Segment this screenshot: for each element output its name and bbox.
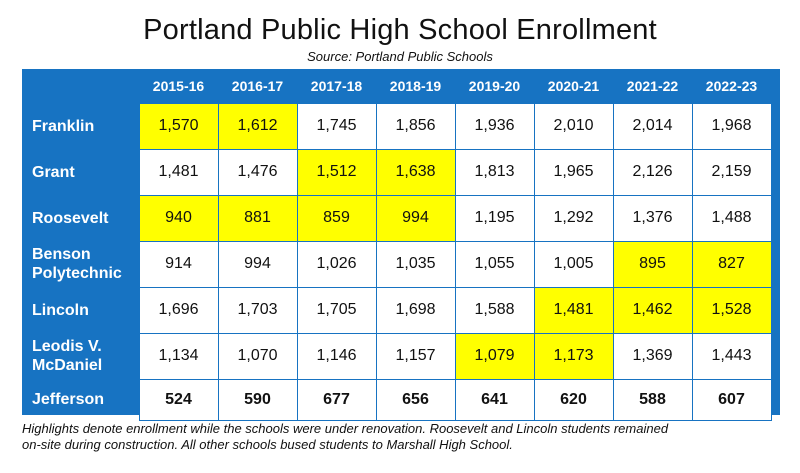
school-name: Benson Polytechnic [22, 241, 139, 287]
school-name: Grant [22, 149, 139, 195]
enrollment-cell: 1,705 [296, 286, 377, 334]
year-header: 2017-18 [310, 77, 363, 94]
year-header: 2019-20 [468, 77, 521, 94]
enrollment-cell: 524 [138, 378, 219, 421]
enrollment-cell-highlighted: 1,173 [533, 332, 614, 380]
enrollment-cell: 1,856 [375, 102, 456, 150]
enrollment-cell: 1,005 [533, 240, 614, 288]
year-header: 2015-16 [152, 77, 205, 94]
school-name: Franklin [22, 103, 139, 149]
enrollment-cell: 994 [217, 240, 298, 288]
chart-title: Portland Public High School Enrollment [143, 14, 657, 46]
enrollment-cell: 1,070 [217, 332, 298, 380]
enrollment-cell: 607 [691, 378, 772, 421]
enrollment-cell: 1,376 [612, 194, 693, 242]
enrollment-cell-highlighted: 940 [138, 194, 219, 242]
table-row: Leodis V. McDaniel 1,134 1,070 1,146 1,157 1,0… [22, 332, 772, 380]
enrollment-cell-highlighted: 827 [691, 240, 772, 288]
enrollment-cell: 1,696 [138, 286, 219, 334]
enrollment-cell-highlighted: 881 [217, 194, 298, 242]
enrollment-cell-highlighted: 859 [296, 194, 377, 242]
enrollment-cell: 1,369 [612, 332, 693, 380]
footnote: Highlights denote enrollment while the s… [22, 421, 782, 453]
enrollment-cell: 1,026 [296, 240, 377, 288]
school-name-line: Lincoln [32, 301, 89, 319]
enrollment-cell: 1,443 [691, 332, 772, 380]
table-row: Jefferson 524 590 677 656 641 620 588 607 [22, 378, 772, 421]
enrollment-cell: 914 [138, 240, 219, 288]
school-name: Roosevelt [22, 195, 139, 241]
table-row: Benson Polytechnic 914 994 1,026 1,035 1,055 1,… [22, 240, 772, 288]
year-header: 2021-22 [626, 77, 679, 94]
enrollment-table: 2015-16 2016-17 2017-18 2018-19 2019-20 … [22, 69, 772, 421]
enrollment-cell: 2,010 [533, 102, 614, 150]
table-row: Franklin 1,570 1,612 1,745 1,856 1,936 2,010 2,… [22, 102, 772, 150]
enrollment-cell: 1,813 [454, 148, 535, 196]
year-header: 2022-23 [705, 77, 758, 94]
enrollment-cell: 1,476 [217, 148, 298, 196]
year-header: 2018-19 [389, 77, 442, 94]
footnote-line: Highlights denote enrollment while the s… [22, 421, 669, 436]
enrollment-cell: 2,126 [612, 148, 693, 196]
school-name-line: Leodis V. [32, 338, 102, 355]
enrollment-cell-highlighted: 895 [612, 240, 693, 288]
enrollment-cell-highlighted: 1,612 [217, 102, 298, 150]
header-row: 2015-16 2016-17 2017-18 2018-19 2019-20 … [22, 69, 771, 103]
school-name-line: Roosevelt [32, 209, 109, 227]
enrollment-cell-highlighted: 1,481 [533, 286, 614, 334]
school-name-line: McDaniel [32, 357, 103, 374]
enrollment-cell: 1,292 [533, 194, 614, 242]
enrollment-cell: 641 [454, 378, 535, 421]
enrollment-cell: 1,698 [375, 286, 456, 334]
table-body: Franklin 1,570 1,612 1,745 1,856 1,936 2,010 2,… [22, 102, 772, 421]
school-name-line: Jefferson [32, 391, 105, 408]
table-row: Roosevelt 940 881 859 994 1,195 1,292 1,376 1,48… [22, 194, 772, 242]
table-row: Lincoln 1,696 1,703 1,705 1,698 1,588 1,481 1,4… [22, 286, 772, 334]
enrollment-cell: 1,146 [296, 332, 377, 380]
enrollment-cell: 1,588 [454, 286, 535, 334]
school-name-line: Franklin [32, 117, 95, 135]
year-header: 2020-21 [547, 77, 600, 94]
enrollment-cell: 1,703 [217, 286, 298, 334]
enrollment-cell-highlighted: 1,462 [612, 286, 693, 334]
school-name-line: Polytechnic [32, 265, 122, 282]
enrollment-cell: 1,965 [533, 148, 614, 196]
enrollment-cell-highlighted: 1,638 [375, 148, 456, 196]
school-name: Leodis V. McDaniel [22, 333, 139, 379]
enrollment-cell: 1,936 [454, 102, 535, 150]
enrollment-cell-highlighted: 1,512 [296, 148, 377, 196]
school-name: Jefferson [22, 379, 139, 420]
enrollment-cell: 1,055 [454, 240, 535, 288]
enrollment-cell-highlighted: 994 [375, 194, 456, 242]
enrollment-cell: 2,159 [691, 148, 772, 196]
enrollment-cell: 656 [375, 378, 456, 421]
enrollment-cell: 588 [612, 378, 693, 421]
corner-cell [22, 69, 139, 103]
chart-subtitle: Source: Portland Public Schools [307, 49, 493, 64]
school-name: Lincoln [22, 287, 139, 333]
enrollment-cell: 620 [533, 378, 614, 421]
year-header: 2016-17 [231, 77, 284, 94]
enrollment-table-panel: 2015-16 2016-17 2017-18 2018-19 2019-20 … [22, 69, 780, 421]
enrollment-cell: 1,481 [138, 148, 219, 196]
enrollment-cell-highlighted: 1,570 [138, 102, 219, 150]
enrollment-cell: 1,035 [375, 240, 456, 288]
enrollment-cell: 1,157 [375, 332, 456, 380]
enrollment-cell: 1,488 [691, 194, 772, 242]
school-name-line: Benson [32, 246, 91, 263]
enrollment-cell: 1,134 [138, 332, 219, 380]
footnote-line: on-site during construction. All other s… [22, 437, 513, 452]
enrollment-cell: 2,014 [612, 102, 693, 150]
enrollment-cell: 1,195 [454, 194, 535, 242]
enrollment-cell: 1,968 [691, 102, 772, 150]
school-name-line: Grant [32, 163, 75, 181]
enrollment-cell-highlighted: 1,528 [691, 286, 772, 334]
enrollment-cell-highlighted: 1,079 [454, 332, 535, 380]
table-row: Grant 1,481 1,476 1,512 1,638 1,813 1,965 2,126… [22, 148, 772, 196]
enrollment-cell: 677 [296, 378, 377, 421]
enrollment-cell: 1,745 [296, 102, 377, 150]
enrollment-cell: 590 [217, 378, 298, 421]
